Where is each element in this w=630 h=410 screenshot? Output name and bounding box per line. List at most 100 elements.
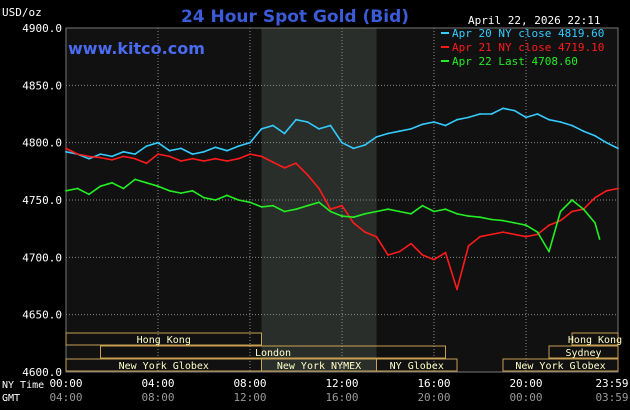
data-point <box>157 153 159 156</box>
data-point <box>398 210 401 213</box>
y-tick-label: 4650.0 <box>22 309 62 322</box>
data-point <box>490 233 493 236</box>
session-box <box>100 345 446 359</box>
data-point <box>237 145 240 148</box>
data-point <box>387 208 389 211</box>
data-point <box>479 235 481 238</box>
data-point <box>617 147 619 150</box>
data-point <box>490 113 493 115</box>
data-point <box>168 149 171 152</box>
plot-frame <box>65 27 619 373</box>
x-tick-label-ny: 04:00 <box>141 377 174 390</box>
data-point <box>594 222 596 224</box>
x-axis-tick-labels: 00:0004:0004:0008:0008:0012:0012:0016:00… <box>49 377 628 404</box>
data-point <box>375 210 378 213</box>
data-point <box>295 162 297 165</box>
data-point <box>571 210 573 213</box>
data-point <box>605 141 608 144</box>
data-point <box>387 132 389 135</box>
data-point <box>180 147 182 150</box>
series-lines <box>65 107 619 291</box>
data-point <box>421 254 424 256</box>
data-point <box>502 231 504 234</box>
data-point <box>168 155 171 158</box>
data-point <box>283 210 286 213</box>
data-point <box>410 242 412 245</box>
data-point <box>364 231 366 234</box>
data-point <box>65 150 67 153</box>
x-tick-label-gmt: 12:00 <box>233 391 266 404</box>
data-point <box>134 153 136 156</box>
data-point <box>513 109 516 112</box>
data-point <box>352 147 355 150</box>
data-point <box>364 212 366 215</box>
y-tick-label: 4900.0 <box>22 22 62 35</box>
data-point <box>191 189 194 192</box>
data-point <box>513 222 516 224</box>
session-box <box>65 332 262 346</box>
session-label: Hong Kong <box>137 335 191 346</box>
session-box <box>502 358 619 372</box>
x-tick-label-gmt: 04:00 <box>49 391 82 404</box>
data-point <box>306 121 309 123</box>
data-point <box>444 208 447 211</box>
data-point <box>295 118 297 121</box>
x-tick-label-ny: 00:00 <box>49 377 82 390</box>
data-point <box>525 116 527 119</box>
data-point <box>76 187 79 190</box>
data-point <box>237 199 240 201</box>
data-point <box>295 208 297 211</box>
data-point <box>318 201 320 204</box>
data-point <box>410 127 412 130</box>
data-point <box>571 124 573 127</box>
data-point <box>433 210 435 213</box>
data-point <box>329 124 332 127</box>
data-point <box>157 185 159 188</box>
data-point <box>525 224 527 227</box>
data-point <box>99 185 102 188</box>
data-point <box>249 141 251 144</box>
data-point <box>352 216 355 219</box>
data-point <box>387 254 389 256</box>
data-point <box>341 215 343 218</box>
legend-entry: Apr 20 NY close 4819.60 <box>452 27 604 40</box>
data-point <box>444 124 447 127</box>
legend-entry: Apr 22 Last 4708.60 <box>452 55 578 68</box>
gridlines <box>65 27 619 373</box>
x-tick-label-ny: 12:00 <box>325 377 358 390</box>
data-point <box>617 187 619 190</box>
data-point <box>306 204 309 207</box>
session-box <box>571 332 619 346</box>
data-point <box>180 192 182 195</box>
data-point <box>157 141 159 144</box>
data-point <box>398 250 401 253</box>
data-point <box>548 224 550 227</box>
data-point <box>88 193 90 196</box>
y-tick-label: 4750.0 <box>22 194 62 207</box>
data-point <box>111 155 113 158</box>
data-point <box>203 196 205 199</box>
data-point <box>444 251 447 254</box>
data-point <box>582 208 585 211</box>
data-point <box>375 136 378 138</box>
data-point <box>329 208 332 211</box>
data-point <box>226 160 228 162</box>
data-point <box>76 153 79 156</box>
data-point <box>467 215 470 218</box>
data-point <box>318 127 320 130</box>
y-tick-label: 4800.0 <box>22 137 62 150</box>
data-point <box>341 204 343 207</box>
y-tick-label: 4600.0 <box>22 366 62 379</box>
data-point <box>490 218 493 221</box>
data-point <box>88 155 90 158</box>
data-point <box>122 155 125 158</box>
site-watermark: www.kitco.com <box>68 39 205 58</box>
x-tick-label-gmt: 20:00 <box>417 391 450 404</box>
x-tick-label-gmt: 03:59 <box>595 391 628 404</box>
series-line <box>65 178 601 253</box>
data-point <box>65 147 67 150</box>
data-point <box>582 130 585 133</box>
x-tick-label-gmt: 00:00 <box>509 391 542 404</box>
session-label: New York Globex <box>515 361 605 372</box>
